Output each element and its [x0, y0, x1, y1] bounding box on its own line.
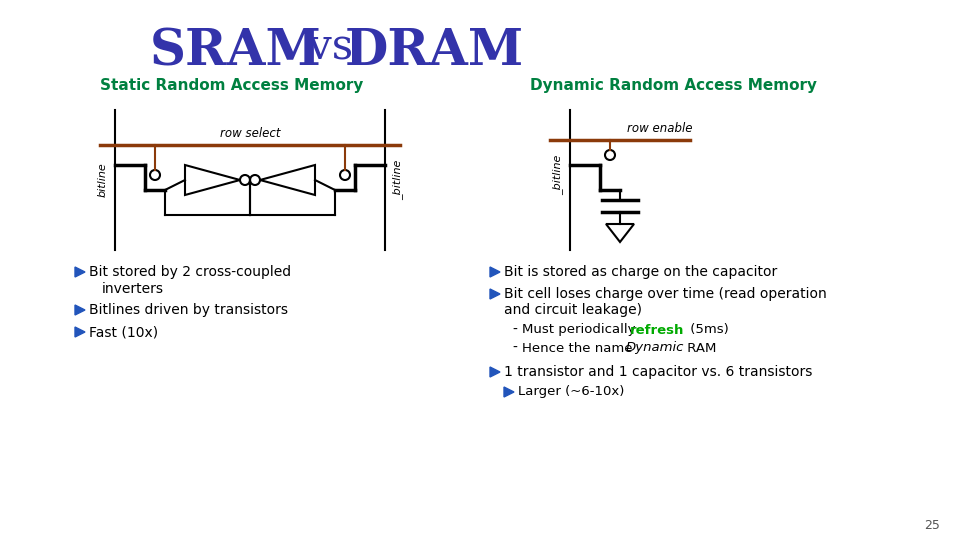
Polygon shape: [75, 305, 85, 315]
Polygon shape: [75, 327, 85, 337]
Text: inverters: inverters: [102, 282, 164, 296]
Text: (5ms): (5ms): [686, 323, 729, 336]
Polygon shape: [490, 367, 500, 377]
Polygon shape: [490, 289, 500, 299]
Text: row select: row select: [220, 127, 280, 140]
Text: refresh: refresh: [630, 323, 684, 336]
Text: Must periodically: Must periodically: [522, 323, 639, 336]
Text: Larger (~6-10x): Larger (~6-10x): [518, 386, 624, 399]
Text: DRAM: DRAM: [345, 27, 524, 76]
Text: Static Random Access Memory: Static Random Access Memory: [100, 78, 364, 93]
Text: 1 transistor and 1 capacitor vs. 6 transistors: 1 transistor and 1 capacitor vs. 6 trans…: [504, 365, 812, 379]
Text: Dynamic: Dynamic: [626, 341, 684, 354]
Text: SRAM: SRAM: [150, 27, 322, 76]
Text: row enable: row enable: [627, 122, 693, 135]
Polygon shape: [490, 267, 500, 277]
Text: Bit stored by 2 cross-coupled: Bit stored by 2 cross-coupled: [89, 265, 291, 279]
Text: Bit is stored as charge on the capacitor: Bit is stored as charge on the capacitor: [504, 265, 778, 279]
Polygon shape: [75, 267, 85, 277]
Text: _bitline: _bitline: [392, 160, 403, 200]
Text: RAM: RAM: [683, 341, 716, 354]
Text: _bitline: _bitline: [552, 155, 563, 195]
Text: Bit cell loses charge over time (read operation: Bit cell loses charge over time (read op…: [504, 287, 827, 301]
Text: Dynamic Random Access Memory: Dynamic Random Access Memory: [530, 78, 817, 93]
Text: and circuit leakage): and circuit leakage): [504, 303, 642, 317]
Text: bitline: bitline: [98, 163, 108, 198]
Polygon shape: [504, 387, 514, 397]
Text: -: -: [512, 341, 516, 355]
Text: 25: 25: [924, 519, 940, 532]
Text: -: -: [512, 323, 516, 337]
Text: vs: vs: [295, 27, 367, 69]
Text: Fast (10x): Fast (10x): [89, 325, 158, 339]
Text: Hence the name: Hence the name: [522, 341, 636, 354]
Text: Bitlines driven by transistors: Bitlines driven by transistors: [89, 303, 288, 317]
